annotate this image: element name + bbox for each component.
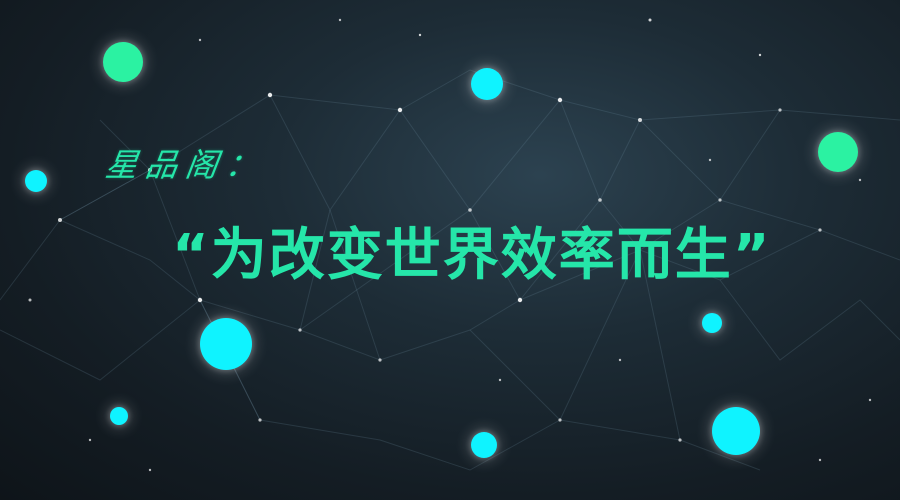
glow-circle (25, 170, 47, 192)
glow-circle (712, 407, 760, 455)
glow-circle (818, 132, 858, 172)
glow-circle (471, 432, 497, 458)
glow-circle (200, 318, 252, 370)
brand-name: 星品阁： (103, 146, 269, 184)
glow-circle (702, 313, 722, 333)
slogan-headline: “为改变世界效率而生” (172, 223, 772, 288)
glow-circle (103, 42, 143, 82)
glow-circle (110, 407, 128, 425)
glow-circle (471, 68, 503, 100)
